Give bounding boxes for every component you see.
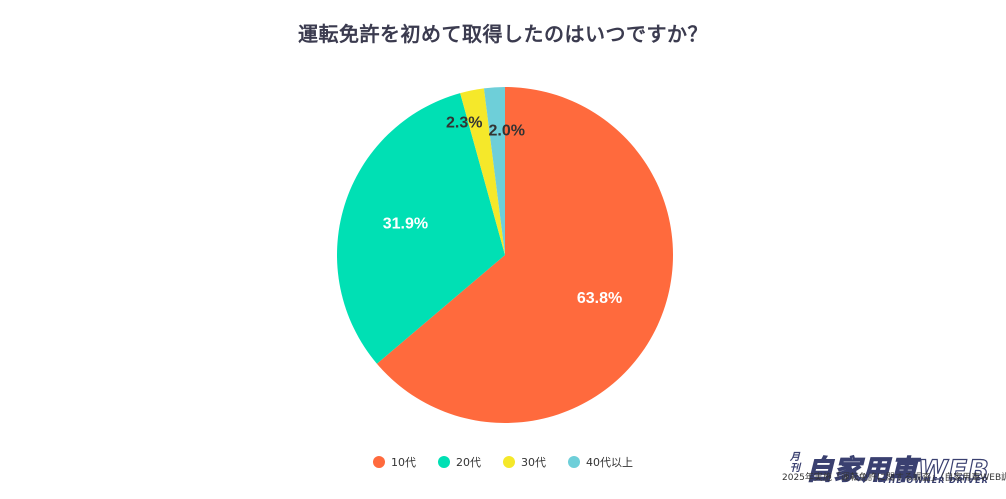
- slice-label-40s-plus: 2.0%: [489, 122, 525, 139]
- legend-item-10s: 10代: [373, 454, 416, 470]
- slice-label-10s: 63.8%: [577, 290, 622, 307]
- legend-item-20s: 20代: [438, 454, 481, 470]
- legend-swatch: [568, 456, 580, 468]
- legend-item-30s: 30代: [503, 454, 546, 470]
- legend-swatch: [438, 456, 450, 468]
- pie-slice-40s-plus: [483, 87, 505, 255]
- legend-swatch: [373, 456, 385, 468]
- brand-logo-tagline: THE OWNER DRIVER: [882, 476, 989, 485]
- legend-label: 40代以上: [586, 456, 633, 469]
- brand-logo: 月刊 自家用車WEB THE OWNER DRIVER: [790, 448, 1002, 494]
- brand-logo-prefix: 月刊: [790, 452, 800, 474]
- slice-label-30s: 2.3%: [446, 115, 482, 132]
- legend-label: 10代: [391, 456, 416, 469]
- legend-label: 20代: [456, 456, 481, 469]
- pie-slice-20s: [337, 93, 505, 364]
- pie-slice-30s: [460, 88, 505, 255]
- chart-title: 運転免許を初めて取得したのはいつですか？: [298, 22, 708, 46]
- pie-slice-10s: [376, 87, 673, 423]
- legend-label: 30代: [521, 456, 546, 469]
- brand-logo-text: 自家用車WEB: [805, 454, 990, 486]
- legend-swatch: [503, 456, 515, 468]
- chart-legend: 10代 20代 30代 40代以上: [0, 454, 1006, 470]
- source-note: 2025年実施「運転免許に関する調査」（自家用車WEB調べ）: [782, 473, 1006, 483]
- slice-label-20s: 31.9%: [383, 216, 428, 233]
- legend-item-40s-plus: 40代以上: [568, 454, 633, 470]
